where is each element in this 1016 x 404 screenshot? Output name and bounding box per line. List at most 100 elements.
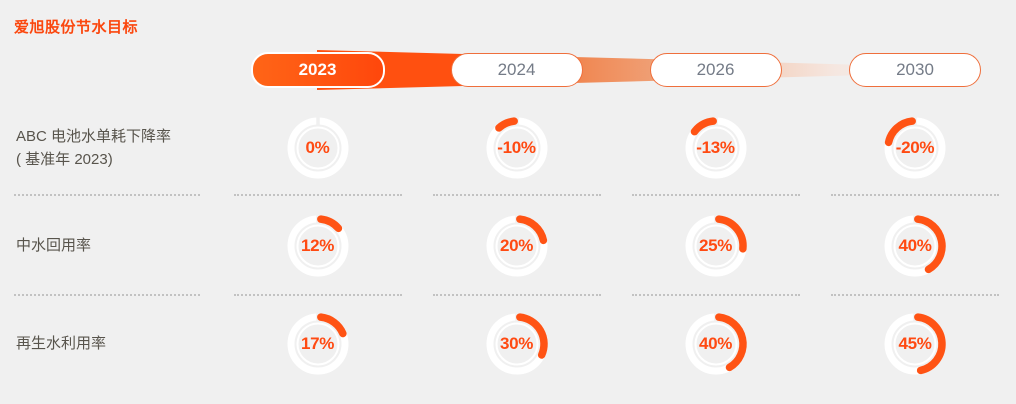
- gauge-progress-arc: [884, 117, 916, 147]
- gauge-value: 40%: [698, 334, 733, 353]
- gauge-cell: -20%: [815, 100, 1015, 196]
- gauge-inner-ring: [296, 322, 339, 366]
- timeline-cell: 2024: [417, 52, 616, 88]
- row-label-line: ABC 电池水单耗下降率: [16, 127, 172, 145]
- gauge-inner-ring: [893, 126, 937, 170]
- gauge-2026: 25%: [682, 212, 750, 280]
- separator-segment: [14, 194, 200, 196]
- donut-gauge: [685, 214, 747, 277]
- gauge-value: 40%: [898, 236, 932, 255]
- gauge-value: -20%: [895, 138, 935, 157]
- gauge-inner-ring: [495, 224, 538, 268]
- separator-segment: [432, 294, 601, 296]
- row-label: ABC 电池水单耗下降率 ( 基准年 2023): [0, 100, 218, 196]
- separator-segment: [831, 194, 999, 196]
- gauge-progress-arc: [494, 117, 518, 132]
- year-pill-2024: 2024: [450, 53, 583, 87]
- year-pill-label: 2024: [497, 60, 536, 79]
- gauge-progress-arc: [714, 313, 747, 372]
- gauge-value: 20%: [499, 236, 534, 255]
- gauge-2030: -20%: [881, 114, 949, 182]
- year-pill-2030: 2030: [849, 53, 981, 87]
- gauge-cell: 12%: [218, 196, 417, 296]
- gauge-progress-arc: [714, 215, 747, 253]
- timeline-cell: 2023: [218, 52, 417, 88]
- year-pill-2026: 2026: [649, 53, 782, 87]
- donut-gauge: [287, 214, 348, 277]
- gauge-cell: 25%: [616, 196, 815, 296]
- gauge-progress-arc: [515, 215, 547, 245]
- row-label: 再生水利用率: [0, 296, 218, 392]
- donut-gauge: [486, 214, 547, 277]
- donut-gauge: [884, 312, 946, 375]
- gauge-cell: -13%: [616, 100, 815, 196]
- gauge-inner-ring: [296, 126, 339, 170]
- gauge-inner-ring: [296, 224, 339, 268]
- row-label-line: ( 基准年 2023): [16, 151, 113, 168]
- year-pill-2023: 2023: [250, 52, 385, 88]
- donut-gauge: [486, 312, 548, 375]
- gauge-value: 45%: [898, 334, 932, 353]
- gauge-2023: 17%: [284, 310, 352, 378]
- gauge-value: 30%: [499, 334, 534, 353]
- gauge-2023: 0%: [284, 114, 352, 182]
- separator-segment: [233, 194, 402, 196]
- gauge-cell: 20%: [417, 196, 616, 296]
- gauge-progress-arc: [914, 313, 946, 375]
- donut-gauge: [685, 312, 747, 375]
- gauge-2024: 30%: [483, 310, 551, 378]
- gauge-progress-arc: [515, 313, 548, 359]
- timeline-cell: 2026: [616, 52, 815, 88]
- gauge-inner-ring: [495, 126, 538, 170]
- gauge-2026: -13%: [682, 114, 750, 182]
- donut-gauge: [287, 116, 348, 179]
- gauge-2024: 20%: [483, 212, 551, 280]
- timeline-pills: 2023 2024 2026 2030: [0, 52, 1016, 88]
- gauge-inner-ring: [893, 322, 937, 366]
- donut-gauge: [884, 116, 946, 179]
- gauge-inner-ring: [694, 322, 737, 366]
- gauge-cell: -10%: [417, 100, 616, 196]
- gauge-progress-arc: [690, 117, 717, 136]
- gauge-inner-ring: [694, 126, 737, 170]
- metric-row: 中水回用率 12% 20% 25% 40%: [0, 196, 1016, 296]
- gauge-cell: 17%: [218, 296, 417, 392]
- gauge-cell: 40%: [815, 196, 1015, 296]
- year-pill-label: 2026: [696, 60, 735, 79]
- gauge-value: -10%: [497, 138, 536, 157]
- gauge-2024: -10%: [483, 114, 551, 182]
- gauge-value: 0%: [305, 138, 330, 157]
- separator-segment: [432, 194, 601, 196]
- gauge-progress-arc: [316, 313, 347, 338]
- gauge-2030: 45%: [881, 310, 949, 378]
- separator-segment: [831, 294, 999, 296]
- donut-gauge: [685, 116, 746, 179]
- gauge-cell: 45%: [815, 296, 1015, 392]
- donut-gauge: [287, 312, 348, 375]
- year-pill-label: 2030: [896, 60, 934, 79]
- gauge-2026: 40%: [682, 310, 750, 378]
- donut-gauge: [884, 214, 946, 277]
- page-title: 爱旭股份节水目标: [14, 19, 139, 36]
- metric-row: 再生水利用率 17% 30% 40% 45%: [0, 296, 1016, 392]
- gauge-progress-arc: [914, 215, 946, 274]
- row-separator: [0, 294, 1016, 296]
- gauge-value: -13%: [696, 138, 735, 157]
- gauge-inner-ring: [495, 322, 538, 366]
- timeline-label-spacer: [0, 52, 218, 88]
- gauge-cell: 0%: [218, 100, 417, 196]
- gauge-value: 17%: [300, 334, 335, 353]
- row-label: 中水回用率: [0, 196, 218, 296]
- donut-gauge: [486, 116, 547, 179]
- gauge-cell: 30%: [417, 296, 616, 392]
- gauge-value: 25%: [698, 236, 733, 255]
- timeline: 2023 2024 2026 2030: [0, 50, 1016, 90]
- row-separator: [0, 194, 1016, 196]
- year-pill-label: 2023: [298, 60, 337, 79]
- separator-segment: [631, 194, 800, 196]
- separator-segment: [14, 294, 200, 296]
- row-label-line: 再生水利用率: [16, 335, 107, 353]
- gauge-cell: 40%: [616, 296, 815, 392]
- row-label-line: 中水回用率: [16, 237, 92, 255]
